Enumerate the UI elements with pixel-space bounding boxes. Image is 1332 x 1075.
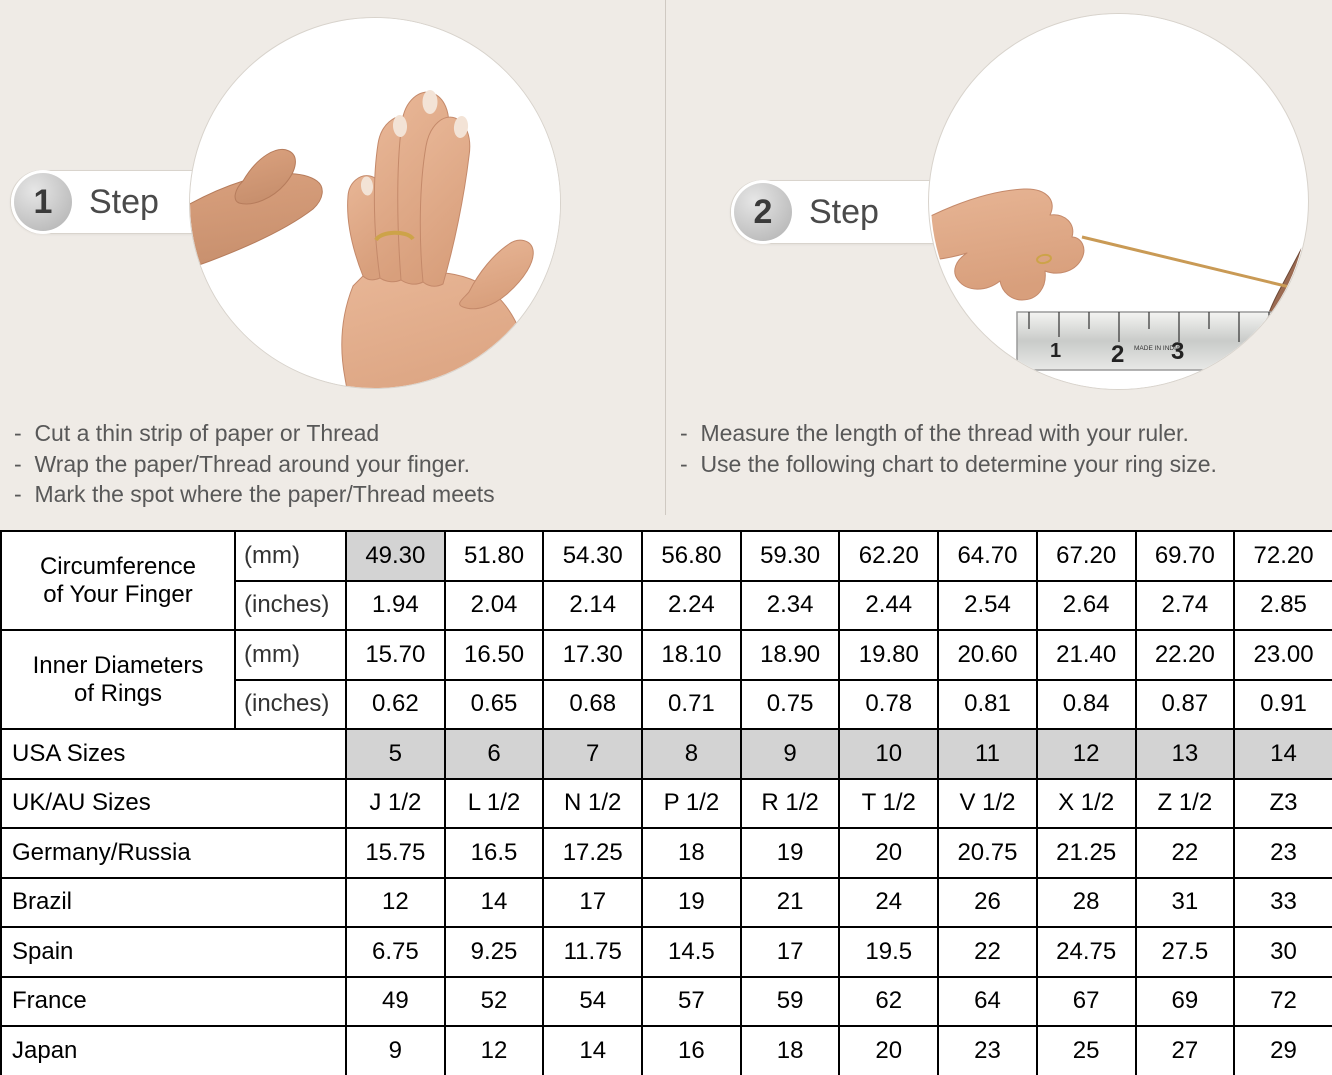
- svg-text:MADE IN INDIA: MADE IN INDIA: [1134, 345, 1181, 352]
- svg-text:2: 2: [1111, 341, 1124, 368]
- svg-text:1: 1: [1050, 340, 1061, 362]
